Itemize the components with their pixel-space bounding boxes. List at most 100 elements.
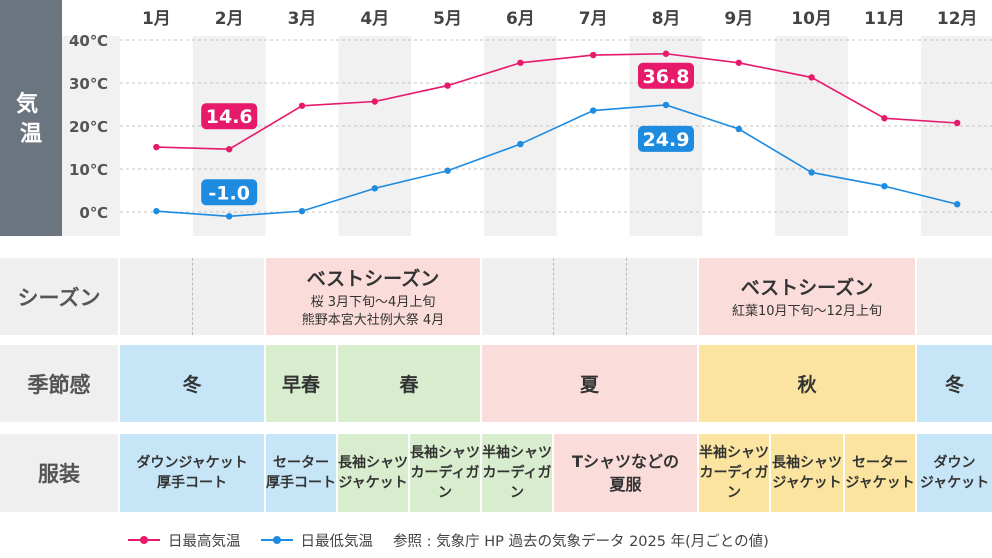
- y-tick-label: 30℃: [69, 75, 108, 93]
- callout-label: -1.0: [208, 182, 250, 204]
- x-tick-label: 10月: [791, 9, 832, 29]
- legend: 日最高気温 日最低気温 参照 : 気象庁 HP 過去の気象データ 2025 年(…: [128, 528, 769, 552]
- plot-column: [848, 36, 921, 236]
- season-row-label: シーズン: [0, 258, 118, 335]
- series-lines: [153, 50, 961, 220]
- data-point: [226, 213, 233, 220]
- x-tick-label: 5月: [433, 9, 462, 29]
- clothes-line: ダウンジャケット: [136, 454, 248, 471]
- data-point: [881, 183, 888, 190]
- data-point: [954, 201, 961, 208]
- x-tick-label: 7月: [579, 9, 608, 29]
- source-note: 参照 : 気象庁 HP 過去の気象データ 2025 年(月ごとの値): [393, 533, 769, 550]
- clothes-line: ジャケット: [919, 475, 990, 491]
- best-season-autumn-note: 紅葉10月下旬～12月上旬: [731, 303, 883, 319]
- data-point: [662, 50, 670, 57]
- season-cell-best-autumn: ベストシーズン 紅葉10月下旬～12月上旬: [699, 258, 915, 335]
- legend-label-high: 日最高気温: [168, 533, 241, 550]
- clothes-line: ジャケット: [338, 475, 408, 491]
- plot-column: [556, 36, 630, 236]
- best-season-autumn-title: ベストシーズン: [740, 276, 874, 299]
- plot-column: [702, 36, 776, 236]
- series-0: [153, 50, 961, 153]
- temperature-chart: 気 温 0℃ 10℃ 20℃ 30℃ 40℃ 1月 2月 3月 4月 5月 6月 7月 8月 9月 10月…: [0, 0, 992, 236]
- clothes-row-label: 服装: [0, 434, 118, 512]
- clothes-cell: 半袖シャツ カーディガン: [699, 434, 769, 512]
- gridlines: [120, 39, 992, 213]
- season-feel-row-label: 季節感: [0, 345, 118, 422]
- y-tick-label: 10℃: [69, 161, 108, 179]
- data-point: [662, 101, 670, 109]
- season-cell-dec: [917, 258, 992, 335]
- clothes-line: 長袖シャツ: [410, 444, 480, 461]
- clothes-cell: 長袖シャツ カーディガン: [410, 434, 480, 512]
- season-cell-summer: [482, 258, 697, 335]
- callouts: 14.6 36.8 -1.0 24.9: [201, 62, 694, 206]
- data-point: [444, 82, 451, 89]
- clothes-line: 半袖シャツ: [699, 444, 769, 461]
- clothes-line: カーディガン: [410, 464, 480, 502]
- clothes-cell: 長袖シャツ ジャケット: [771, 434, 843, 512]
- season-cell-best-spring: ベストシーズン 桜 3月下旬～4月上旬 熊野本宮大社例大祭 4月: [266, 258, 480, 335]
- clothes-line: 厚手コート: [157, 475, 227, 491]
- feel-cell-spring: 春: [338, 345, 480, 422]
- feel-cell-summer: 夏: [482, 345, 697, 422]
- x-tick-label: 6月: [506, 9, 535, 29]
- clothes-line: 夏服: [609, 475, 642, 494]
- clothes-cell: ダウンジャケット 厚手コート: [120, 434, 264, 512]
- data-point: [590, 107, 597, 114]
- legend-swatch-high: [128, 536, 160, 544]
- clothes-cell: ダウン ジャケット: [917, 434, 992, 512]
- data-point: [226, 146, 233, 153]
- plot-column: [120, 36, 193, 236]
- callout-box: [638, 125, 694, 152]
- y-ticks: 0℃ 10℃ 20℃ 30℃ 40℃: [69, 32, 108, 222]
- clothes-cell: セーター ジャケット: [845, 434, 915, 512]
- clothes-line: カーディガン: [699, 464, 769, 502]
- x-tick-label: 4月: [360, 9, 389, 29]
- x-ticks: 1月 2月 3月 4月 5月 6月 7月 8月 9月 10月 11月 12月: [142, 9, 978, 29]
- data-point: [298, 102, 306, 109]
- x-tick-label: 8月: [652, 9, 681, 29]
- clothes-line: ジャケット: [772, 475, 842, 491]
- clothes-line: カーディガン: [482, 464, 552, 502]
- feel-cell-early-spring: 早春: [266, 345, 336, 422]
- clothes-cell: 長袖シャツ ジャケット: [338, 434, 408, 512]
- clothes-line: ジャケット: [845, 475, 915, 491]
- callout-label: 14.6: [206, 106, 253, 128]
- x-tick-label: 3月: [288, 9, 317, 29]
- clothes-cell: 半袖シャツ カーディガン: [482, 434, 552, 512]
- series-line: [156, 104, 958, 218]
- callout-box: [201, 179, 258, 206]
- data-point: [954, 119, 961, 127]
- clothes-line: セーター: [273, 454, 329, 471]
- plot-column: [775, 36, 848, 236]
- clothes-cell: Tシャツなどの 夏服: [554, 434, 697, 512]
- data-point: [808, 169, 815, 176]
- data-point: [153, 143, 160, 151]
- data-point: [590, 51, 597, 59]
- data-point: [517, 140, 524, 148]
- data-point: [153, 207, 160, 215]
- clothes-line: 厚手コート: [266, 475, 336, 491]
- plot-bg-left: [62, 36, 120, 236]
- clothes-cell: セーター 厚手コート: [266, 434, 336, 512]
- plot-column: [338, 36, 412, 236]
- data-point: [881, 115, 888, 122]
- best-season-spring-note-2: 熊野本宮大社例大祭 4月: [301, 312, 445, 328]
- y-tick-label: 0℃: [79, 204, 108, 222]
- plot-column: [484, 36, 557, 236]
- clothes-line: 長袖シャツ: [772, 454, 842, 471]
- divider: [626, 258, 627, 335]
- data-point: [371, 185, 378, 192]
- plot-background: [62, 36, 992, 236]
- data-point: [735, 59, 742, 66]
- data-point: [444, 167, 451, 174]
- y-axis-sidebar: [0, 0, 62, 236]
- divider: [192, 258, 193, 335]
- data-point: [517, 59, 524, 66]
- best-season-spring-note-1: 桜 3月下旬～4月上旬: [310, 294, 436, 310]
- plot-column: [192, 36, 266, 236]
- data-point: [298, 207, 306, 215]
- clothes-line: セーター: [852, 454, 908, 471]
